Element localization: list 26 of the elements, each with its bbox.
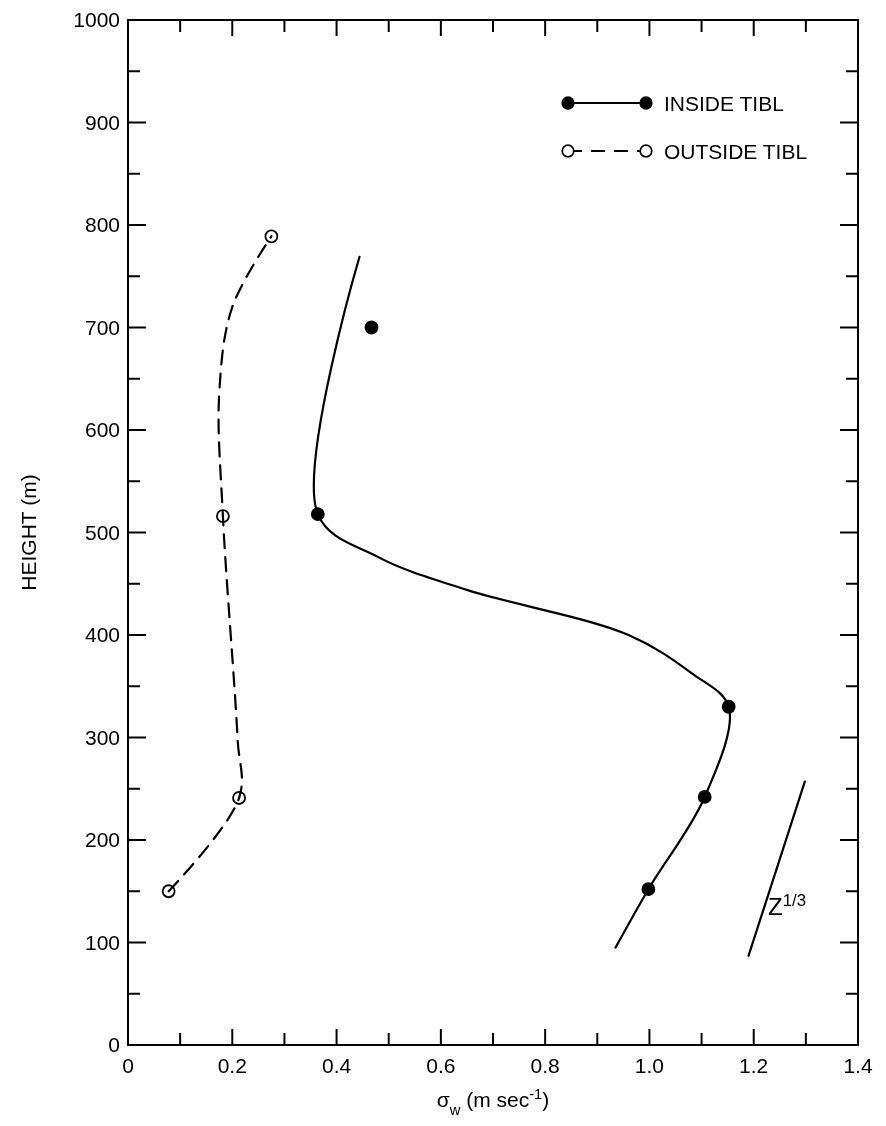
x-tick-label: 1.4: [843, 1054, 873, 1077]
x-tick-label: 1.0: [634, 1054, 665, 1077]
point: [264, 229, 279, 244]
point: [364, 320, 379, 335]
x-tick-label: 0: [122, 1054, 134, 1077]
y-tick-label: 200: [84, 828, 120, 851]
legend-label: INSIDE TIBL: [664, 92, 784, 115]
y-tick-label: 400: [84, 623, 120, 646]
y-tick-label: 700: [84, 315, 120, 339]
y-tick-label: 300: [84, 725, 120, 749]
x-tick-label: 1.2: [739, 1054, 769, 1077]
y-tick-label: 0: [108, 1033, 120, 1056]
x-tick-label: 0.4: [321, 1054, 352, 1077]
y-tick-label: 100: [84, 930, 120, 954]
x-tick-label: 0.8: [530, 1054, 560, 1077]
y-axis-title: HEIGHT (m): [17, 474, 40, 591]
x-tick-label: 0.6: [426, 1054, 456, 1077]
y-tick-label: 500: [84, 520, 120, 544]
legend-label: OUTSIDE TIBL: [664, 140, 808, 163]
x-tick-label: 0.2: [217, 1054, 247, 1077]
y-tick-label: 900: [84, 110, 120, 134]
y-tick-label: 600: [84, 418, 120, 441]
y-tick-label: 1000: [73, 8, 120, 31]
y-tick-label: 800: [84, 213, 120, 236]
x-axis-title: σ$_{w}$ (m sec$^{-1}$): [436, 1086, 550, 1118]
annotation: Z$^{1/3}$: [768, 890, 807, 920]
